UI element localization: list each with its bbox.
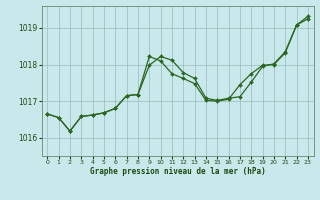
X-axis label: Graphe pression niveau de la mer (hPa): Graphe pression niveau de la mer (hPa)	[90, 167, 266, 176]
